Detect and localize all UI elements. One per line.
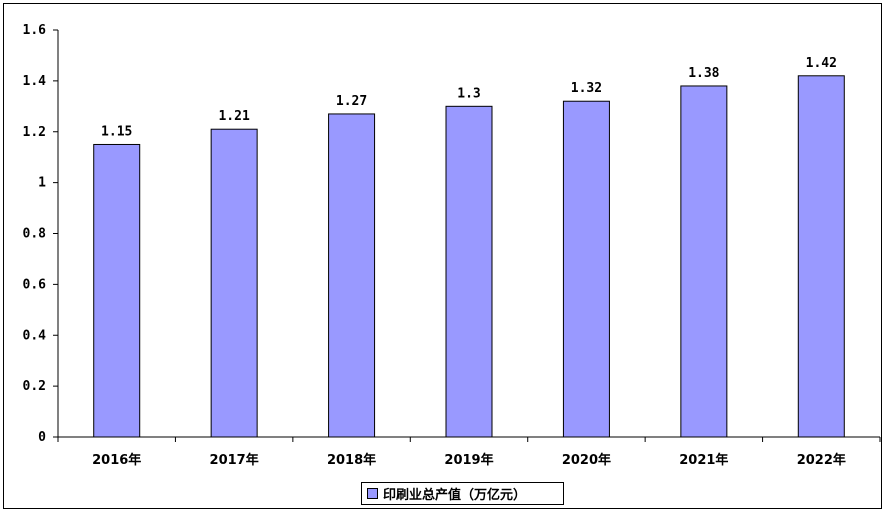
y-tick-label: 0.8 [23,227,47,242]
y-tick-label: 1.6 [23,23,47,38]
bar [328,113,376,438]
x-category-label: 2016年 [92,452,141,468]
x-category-label: 2022年 [797,452,846,468]
data-label: 1.42 [806,56,837,71]
y-tick-label: 0.4 [23,328,47,343]
bar [93,143,141,438]
bar [445,105,493,438]
x-category-label: 2019年 [444,452,493,468]
bar [680,85,728,438]
y-tick-label: 1 [38,176,46,191]
y-tick-label: 0 [38,430,46,445]
x-category-label: 2017年 [210,452,259,468]
bar [210,128,258,438]
data-label: 1.27 [336,94,367,109]
y-tick-label: 1.2 [23,125,46,140]
x-category-label: 2020年 [562,452,611,468]
y-tick-label: 1.4 [23,74,47,89]
bar [562,100,610,438]
bar [797,75,845,438]
data-label: 1.38 [688,66,719,81]
y-tick-label: 0.2 [23,379,46,394]
legend-swatch [367,488,378,499]
data-label: 1.3 [457,86,480,101]
y-tick-label: 0.6 [23,277,47,292]
x-category-label: 2018年 [327,452,376,468]
x-category-label: 2021年 [679,452,728,468]
legend-label: 印刷业总产值（万亿元） [383,488,527,503]
legend: 印刷业总产值（万亿元） [361,482,564,505]
data-label: 1.15 [101,124,132,139]
data-label: 1.21 [218,109,249,124]
chart-frame [3,3,882,509]
data-label: 1.32 [571,81,602,96]
